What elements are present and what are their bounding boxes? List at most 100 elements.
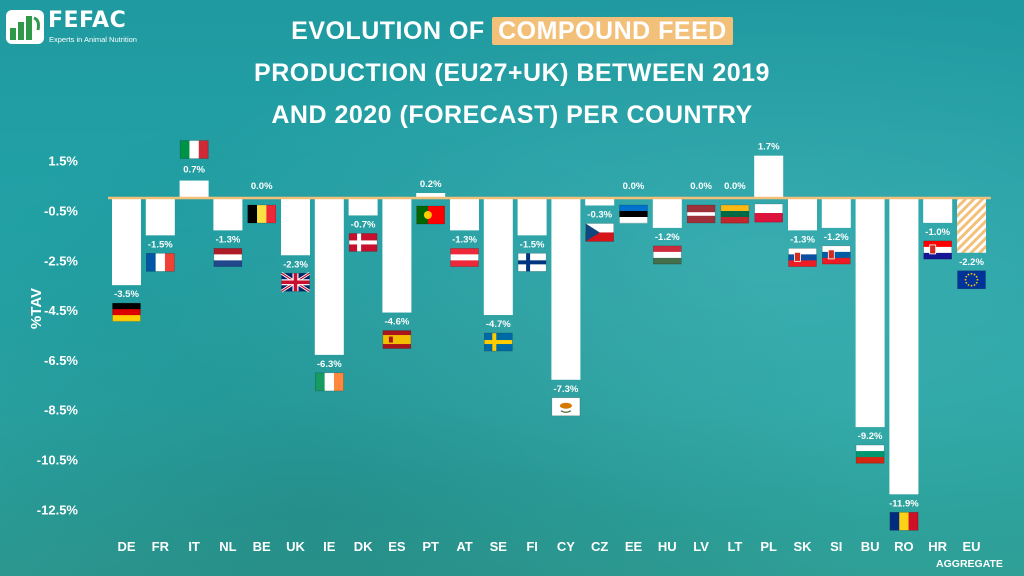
- y-tick-label: -8.5%: [44, 403, 78, 418]
- croatia-flag: [923, 240, 953, 260]
- bar-fr: [145, 198, 175, 236]
- x-tick-sublabel-eu: AGGREGATE: [936, 558, 1003, 570]
- bar-fi: [517, 198, 547, 236]
- x-tick-label-cy: CY: [557, 539, 575, 554]
- value-label-nl: -1.3%: [215, 234, 240, 245]
- value-label-es: -4.6%: [384, 317, 409, 328]
- sweden-flag: [483, 332, 513, 352]
- value-label-pl: 1.7%: [758, 142, 780, 153]
- y-tick-label: -10.5%: [37, 452, 79, 467]
- value-label-de: -3.5%: [114, 289, 139, 300]
- x-tick-label-ee: EE: [625, 539, 643, 554]
- poland-flag: [754, 203, 784, 223]
- value-label-lt: 0.0%: [724, 181, 746, 192]
- x-tick-label-bu: BU: [861, 539, 880, 554]
- logo-name: FEFAC: [48, 8, 127, 33]
- bar-si: [821, 198, 851, 228]
- logo-tagline: Experts in Animal Nutrition: [49, 35, 137, 44]
- bar-es: [382, 198, 412, 313]
- finland-flag: [517, 253, 547, 272]
- x-tick-label-de: DE: [117, 539, 135, 554]
- x-tick-label-hr: HR: [928, 539, 947, 554]
- value-label-hr: -1.0%: [925, 227, 950, 238]
- x-tick-label-es: ES: [388, 539, 406, 554]
- title-highlight: COMPOUND FEED: [492, 17, 733, 45]
- x-tick-label-lt: LT: [727, 539, 742, 554]
- hungary-flag: [652, 245, 682, 265]
- chart-title: EVOLUTION OF COMPOUND FEED PRODUCTION (E…: [150, 10, 874, 136]
- x-tick-label-fr: FR: [152, 539, 170, 554]
- slovakia-flag: [788, 248, 817, 267]
- value-label-se: -4.7%: [486, 319, 511, 330]
- value-label-uk: -2.3%: [283, 259, 308, 270]
- bar-uk: [281, 198, 310, 256]
- y-tick-label: -2.5%: [44, 253, 78, 268]
- romania-flag: [889, 512, 919, 531]
- value-label-ro: -11.9%: [889, 498, 919, 509]
- value-label-be: 0.0%: [251, 181, 273, 192]
- y-tick-label: -0.5%: [44, 203, 78, 218]
- value-label-cz: -0.3%: [587, 209, 612, 220]
- x-tick-label-se: SE: [490, 539, 508, 554]
- bar-at: [450, 198, 479, 231]
- bar-bu: [855, 198, 885, 428]
- spain-flag: [382, 330, 412, 349]
- title-line-2: PRODUCTION (EU27+UK) BETWEEN 2019: [254, 59, 770, 87]
- x-tick-label-at: AT: [456, 539, 472, 554]
- fefac-logo: FEFAC Experts in Animal Nutrition: [6, 8, 146, 48]
- eu-flag: [957, 270, 986, 290]
- italy-flag: [179, 140, 209, 159]
- x-tick-label-ro: RO: [894, 539, 914, 554]
- x-tick-label-sk: SK: [793, 539, 812, 554]
- bar-sk: [788, 198, 817, 231]
- value-label-sk: -1.3%: [790, 234, 815, 245]
- bar-ro: [889, 198, 919, 495]
- portugal-flag: [416, 205, 446, 225]
- title-part-1: EVOLUTION OF: [291, 17, 493, 45]
- y-tick-label: 1.5%: [48, 154, 78, 169]
- x-tick-label-pt: PT: [422, 539, 439, 554]
- value-label-fr: -1.5%: [148, 239, 173, 250]
- france-flag: [146, 253, 175, 272]
- bar-hr: [923, 198, 953, 223]
- bar-it: [179, 180, 209, 198]
- bar-nl: [213, 198, 243, 231]
- value-label-dk: -0.7%: [351, 219, 376, 230]
- logo-mark-icon: [6, 10, 44, 44]
- bulgaria-flag: [855, 444, 885, 464]
- x-tick-label-be: BE: [253, 539, 271, 554]
- value-label-ee: 0.0%: [623, 181, 645, 192]
- bar-hu: [652, 198, 682, 228]
- belgium-flag: [247, 204, 276, 224]
- x-tick-label-uk: UK: [286, 539, 305, 554]
- value-label-bu: -9.2%: [858, 431, 883, 442]
- netherlands-flag: [213, 248, 243, 267]
- value-label-hu: -1.2%: [655, 232, 680, 243]
- value-label-it: 0.7%: [183, 165, 205, 176]
- x-tick-label-fi: FI: [526, 539, 538, 554]
- x-tick-label-pl: PL: [760, 539, 777, 554]
- value-label-pt: 0.2%: [420, 179, 442, 190]
- x-tick-label-hu: HU: [658, 539, 677, 554]
- germany-flag: [112, 302, 141, 322]
- uk-flag: [280, 272, 311, 293]
- title-line-1: EVOLUTION OF COMPOUND FEED: [150, 10, 874, 52]
- value-label-lv: 0.0%: [690, 181, 712, 192]
- cyprus-flag: [551, 397, 581, 417]
- y-tick-label: -4.5%: [44, 303, 78, 318]
- value-label-si: -1.2%: [824, 232, 849, 243]
- bar-dk: [348, 198, 378, 216]
- value-label-ie: -6.3%: [317, 359, 342, 370]
- bar-se: [483, 198, 513, 316]
- x-tick-label-dk: DK: [354, 539, 373, 554]
- x-tick-label-eu: EU: [962, 539, 980, 554]
- x-tick-label-cz: CZ: [591, 539, 608, 554]
- value-label-at: -1.3%: [452, 234, 477, 245]
- bar-pl: [754, 155, 784, 198]
- value-label-fi: -1.5%: [520, 239, 545, 250]
- value-label-cy: -7.3%: [553, 384, 578, 395]
- bar-cz: [585, 198, 615, 206]
- y-tick-label: -6.5%: [44, 353, 78, 368]
- bar-eu: [957, 198, 986, 253]
